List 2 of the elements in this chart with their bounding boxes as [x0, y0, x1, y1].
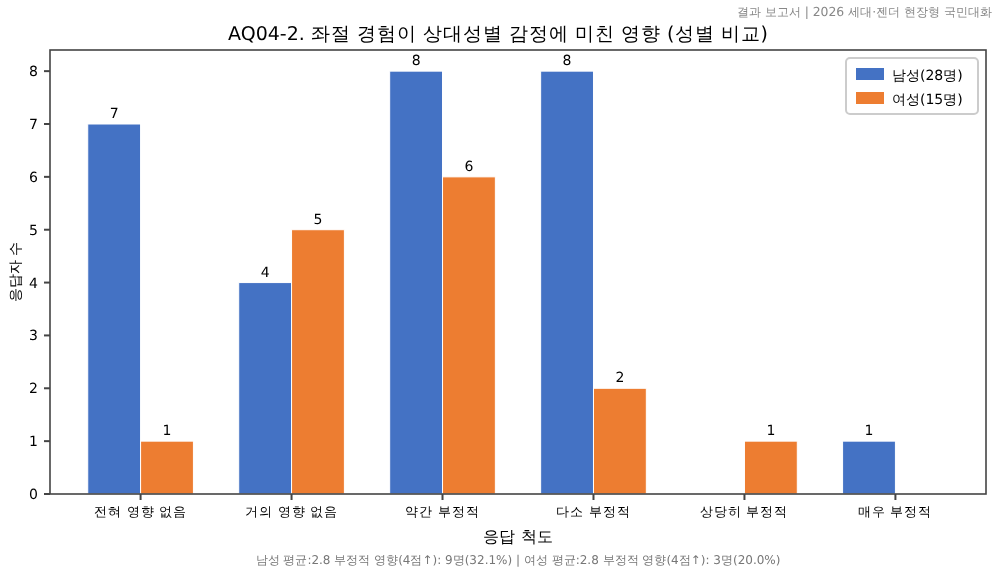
chart-title: AQ04-2. 좌절 경험이 상대성별 감정에 미친 영향 (성별 비교)	[228, 24, 768, 46]
x-axis-title: 응답 척도	[483, 528, 553, 546]
